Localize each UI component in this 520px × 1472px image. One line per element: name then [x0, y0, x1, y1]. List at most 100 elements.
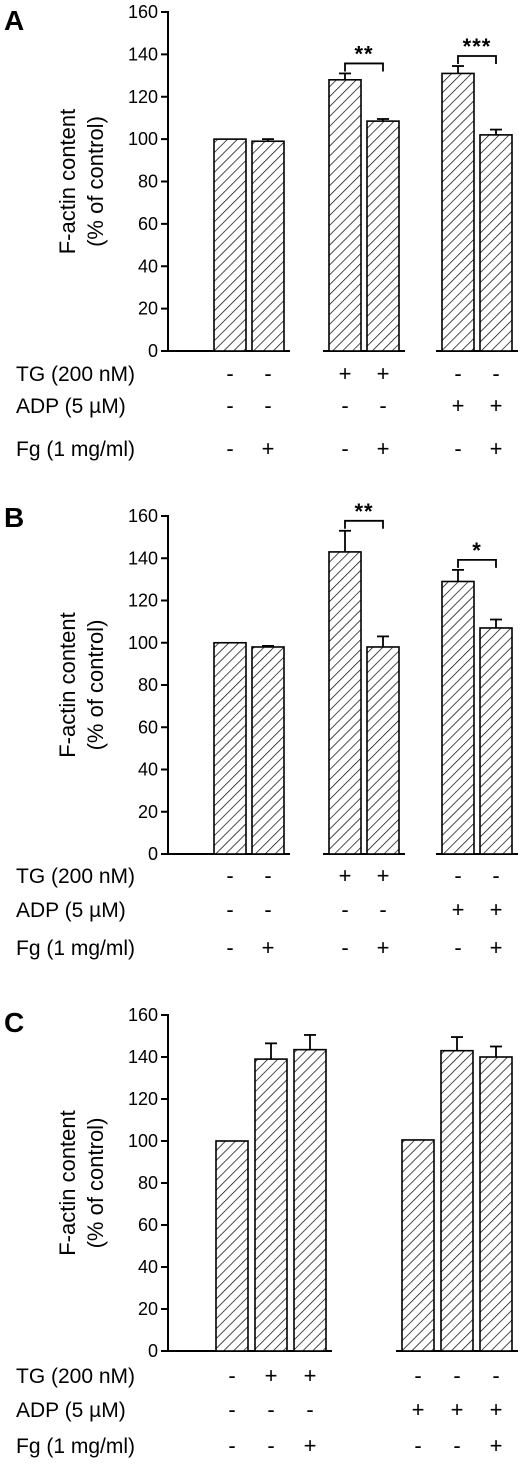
condition-label: Fg (1 mg/ml) [16, 438, 135, 461]
condition-sign: - [454, 863, 461, 888]
condition-sign: + [490, 1433, 503, 1458]
y-tick-label: 40 [138, 256, 158, 276]
y-tick-label: 160 [128, 2, 158, 22]
condition-sign: + [262, 935, 275, 960]
condition-sign: - [492, 1363, 499, 1388]
condition-sign: + [304, 1433, 317, 1458]
condition-sign: - [264, 863, 271, 888]
condition-label: TG (200 nM) [16, 363, 135, 386]
y-tick-label: 0 [148, 1341, 158, 1361]
significance-label: ** [354, 499, 373, 524]
condition-sign: - [453, 1363, 460, 1388]
y-axis-label: F-actin content [55, 612, 80, 758]
condition-sign: - [454, 436, 461, 461]
bar [213, 138, 247, 352]
bar [328, 551, 362, 855]
condition-sign: - [341, 393, 348, 418]
condition-sign: - [226, 436, 233, 461]
condition-sign: - [492, 361, 499, 386]
condition-sign: + [490, 935, 503, 960]
condition-sign: + [490, 897, 503, 922]
condition-sign: - [226, 863, 233, 888]
y-tick-label: 140 [128, 44, 158, 64]
y-axis-label-units: (% of control) [83, 620, 108, 751]
condition-sign: + [490, 1397, 503, 1422]
y-tick-label: 20 [138, 299, 158, 319]
y-tick-label: 80 [138, 1173, 158, 1193]
y-tick-label: 140 [128, 1047, 158, 1067]
condition-label: ADP (5 µM) [16, 899, 126, 922]
panel-letter-B: B [4, 502, 24, 533]
condition-sign: - [267, 1433, 274, 1458]
y-tick-label: 40 [138, 760, 158, 780]
bar [251, 140, 285, 352]
y-tick-label: 0 [148, 341, 158, 361]
condition-sign: + [377, 935, 390, 960]
significance-bracket [457, 558, 497, 568]
bar [479, 1056, 513, 1352]
condition-sign: - [228, 1433, 235, 1458]
panel-letter-C: C [4, 1007, 24, 1038]
condition-sign: - [306, 1397, 313, 1422]
bar [440, 1049, 474, 1352]
y-tick-label: 100 [128, 129, 158, 149]
condition-sign: + [377, 436, 390, 461]
significance-label: ** [354, 41, 373, 66]
condition-sign: - [264, 361, 271, 386]
condition-sign: - [226, 935, 233, 960]
condition-sign: - [341, 436, 348, 461]
significance-bracket [457, 55, 497, 65]
bar [479, 627, 513, 855]
condition-sign: - [414, 1363, 421, 1388]
condition-sign: - [454, 935, 461, 960]
y-axis-label-units: (% of control) [83, 1118, 108, 1249]
bar [213, 641, 247, 855]
y-tick-label: 160 [128, 506, 158, 526]
y-tick-label: 80 [138, 172, 158, 192]
condition-label: TG (200 nM) [16, 1365, 135, 1388]
bar [215, 1140, 249, 1352]
panel-letter-A: A [4, 5, 24, 36]
condition-sign: - [267, 1397, 274, 1422]
bar [254, 1058, 288, 1352]
bar [293, 1048, 327, 1352]
condition-label: TG (200 nM) [16, 865, 135, 888]
y-tick-label: 120 [128, 591, 158, 611]
condition-label: ADP (5 µM) [16, 1399, 126, 1422]
significance-bracket [344, 62, 384, 72]
y-tick-label: 100 [128, 1131, 158, 1151]
condition-label: Fg (1 mg/ml) [16, 937, 135, 960]
condition-sign: - [492, 863, 499, 888]
y-axis-label: F-actin content [55, 1110, 80, 1256]
significance-bracket [344, 519, 384, 529]
condition-label: ADP (5 µM) [16, 395, 126, 418]
y-tick-label: 140 [128, 548, 158, 568]
condition-sign: - [226, 393, 233, 418]
bar [251, 646, 285, 855]
condition-sign: - [226, 897, 233, 922]
condition-sign: - [341, 935, 348, 960]
condition-sign: - [228, 1363, 235, 1388]
y-tick-label: 100 [128, 633, 158, 653]
condition-sign: - [454, 361, 461, 386]
condition-sign: - [453, 1433, 460, 1458]
condition-sign: + [452, 393, 465, 418]
bar [401, 1139, 435, 1352]
condition-sign: + [412, 1397, 425, 1422]
y-axis-label: F-actin content [55, 109, 80, 255]
condition-sign: + [339, 863, 352, 888]
condition-sign: + [339, 361, 352, 386]
significance-label: *** [463, 34, 492, 59]
y-tick-label: 20 [138, 802, 158, 822]
condition-sign: - [341, 897, 348, 922]
y-tick-label: 60 [138, 1215, 158, 1235]
y-tick-label: 80 [138, 675, 158, 695]
bar [328, 79, 362, 352]
bar [479, 134, 513, 352]
y-tick-label: 20 [138, 1299, 158, 1319]
condition-sign: - [226, 361, 233, 386]
y-tick-label: 0 [148, 844, 158, 864]
condition-sign: + [490, 393, 503, 418]
